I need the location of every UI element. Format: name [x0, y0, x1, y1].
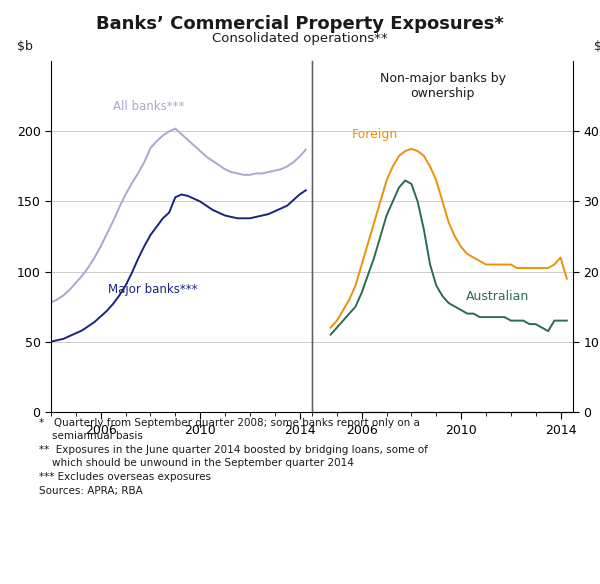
- Text: Banks’ Commercial Property Exposures*: Banks’ Commercial Property Exposures*: [96, 15, 504, 33]
- Text: Non-major banks by
ownership: Non-major banks by ownership: [380, 72, 505, 100]
- Text: Foreign: Foreign: [352, 128, 398, 141]
- Text: $b: $b: [594, 40, 600, 53]
- Text: All banks***: All banks***: [113, 100, 185, 113]
- Text: Australian: Australian: [466, 290, 529, 303]
- Text: Major banks***: Major banks***: [108, 283, 197, 296]
- Text: Consolidated operations**: Consolidated operations**: [212, 32, 388, 45]
- Text: $b: $b: [17, 40, 33, 53]
- Text: *   Quarterly from September quarter 2008; some banks report only on a
    semia: * Quarterly from September quarter 2008;…: [39, 418, 428, 496]
